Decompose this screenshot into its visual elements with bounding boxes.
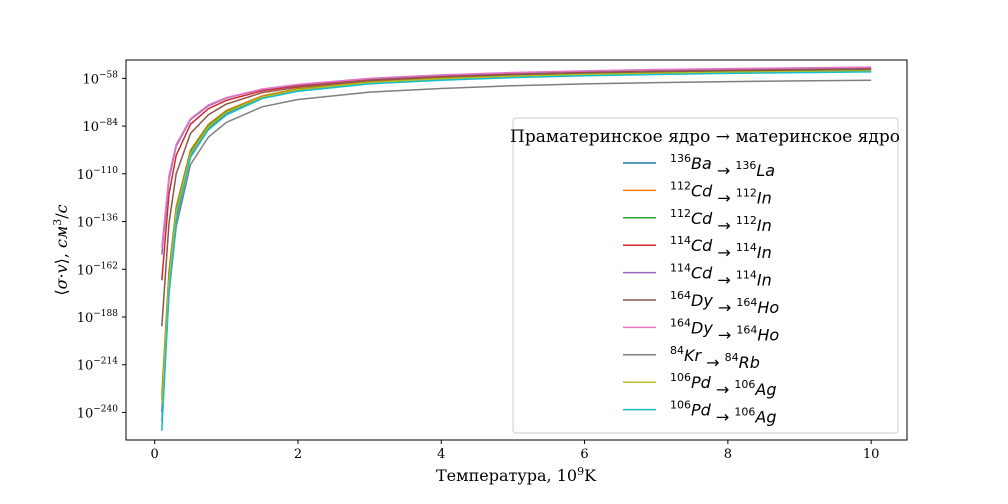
legend-label: 114Cd → 114In <box>670 234 772 262</box>
series-line-9 <box>161 70 872 406</box>
legend-label: 106Pd → 106Ag <box>670 371 777 399</box>
legend-label: 106Pd → 106Ag <box>670 399 777 427</box>
series-line-8 <box>161 79 872 422</box>
x-tick-label: 0 <box>151 447 159 462</box>
legend-label: 84Kr → 84Rb <box>670 344 760 372</box>
legend-box <box>512 117 899 434</box>
series-layer <box>161 66 872 431</box>
y-tick-label: 10−162 <box>77 261 118 278</box>
series-line-10 <box>161 71 872 431</box>
legend-label: 112Cd → 112In <box>670 179 772 207</box>
x-tick-label: 4 <box>437 447 445 462</box>
y-tick-label: 10−214 <box>77 357 119 374</box>
legend-label: 114Cd → 114In <box>670 262 772 290</box>
y-tick-label: 10−240 <box>77 404 119 421</box>
x-axis: 0 2 4 6 8 10 <box>151 440 880 462</box>
x-axis-label: Температура, 109K <box>436 465 597 486</box>
y-tick-label: 10−188 <box>77 309 119 326</box>
legend-label: 164Dy → 164Ho <box>670 316 779 344</box>
legend-label: 164Dy → 164Ho <box>670 289 779 317</box>
series-line-6 <box>161 68 872 327</box>
y-tick-label: 10−136 <box>77 214 119 231</box>
plot-frame <box>125 59 908 441</box>
x-tick-label: 8 <box>724 447 732 462</box>
y-axis: 10−58 10−84 10−110 10−136 10−162 10−188 10−214… <box>77 70 126 421</box>
y-tick-label: 10−58 <box>82 70 118 87</box>
series-line-7 <box>161 66 872 248</box>
x-tick-label: 10 <box>863 447 880 462</box>
y-tick-label: 10−84 <box>82 118 118 135</box>
legend-label: 136Ba → 136La <box>670 152 775 180</box>
y-axis-label: ⟨σ·v⟩, см3/c <box>51 204 72 295</box>
legend-title: Праматеринское ядро → материнское ядро <box>510 127 900 147</box>
x-tick-label: 6 <box>580 447 588 462</box>
y-tick-label: 10−110 <box>77 166 119 183</box>
legend: Праматеринское ядро → материнское ядро 1… <box>510 117 900 434</box>
x-tick-label: 2 <box>294 447 302 462</box>
legend-label: 112Cd → 112In <box>670 207 772 235</box>
